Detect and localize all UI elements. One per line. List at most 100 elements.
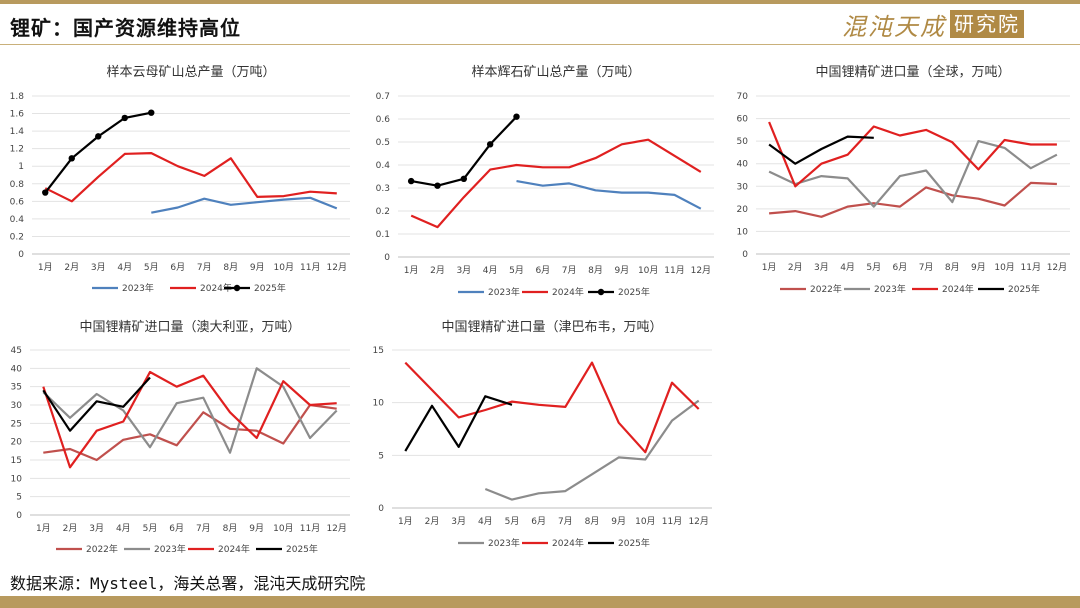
y-tick-label: 0.3 (376, 184, 390, 194)
y-tick-label: 20 (737, 205, 749, 215)
legend-label: 2024年 (552, 537, 584, 549)
data-point (95, 133, 102, 140)
data-point (121, 114, 128, 122)
y-tick-label: 0.2 (10, 232, 24, 242)
x-tick-label: 9月 (611, 516, 626, 527)
y-tick-label: 25 (11, 419, 22, 429)
y-tick-label: 70 (737, 92, 749, 102)
chart-mica-output: 样本云母矿山总产量（万吨） 0 0.2 0.4 0.6 0.8 1 1.2 1.4 1.6 1.8 1… (10, 65, 350, 294)
x-tick-label: 2月 (63, 523, 78, 534)
y-tick-label: 0 (742, 250, 748, 260)
data-point (486, 141, 494, 148)
x-tick-label: 5月 (143, 523, 158, 534)
x-tick-label: 3月 (456, 265, 471, 276)
logo-badge: 研究院 (950, 10, 1024, 38)
x-tick-label: 8月 (585, 516, 600, 527)
x-tick-label: 7月 (558, 516, 573, 527)
legend-label: 2023年 (154, 543, 186, 555)
series-line (484, 399, 700, 501)
legend-label: 2023年 (488, 286, 520, 298)
x-tick-label: 10月 (638, 265, 658, 276)
x-tick-label: 3月 (451, 516, 466, 527)
y-tick-label: 50 (737, 137, 749, 147)
y-tick-label: 0 (378, 504, 384, 514)
chart-title: 中国锂精矿进口量（澳大利亚，万吨） (79, 319, 300, 335)
x-tick-label: 6月 (170, 262, 185, 273)
x-tick-label: 4月 (483, 265, 498, 276)
x-tick-label: 12月 (326, 523, 346, 534)
y-tick-label: 0.4 (10, 215, 25, 225)
legend-label: 2024年 (218, 543, 250, 555)
x-tick-label: 6月 (531, 516, 546, 527)
legend-label: 2023年 (122, 282, 154, 294)
x-tick-label: 8月 (223, 523, 238, 534)
x-tick-label: 8月 (945, 262, 960, 273)
y-tick-label: 45 (11, 346, 22, 356)
series-line (769, 181, 1057, 218)
chart-import-zimbabwe: 中国锂精矿进口量（津巴布韦，万吨） 0 5 10 15 1月 2月 3月 4月 5月 6月 7月 8月 9… (373, 320, 712, 549)
x-tick-label: 1月 (762, 262, 777, 273)
series-line (42, 376, 151, 432)
y-tick-label: 30 (11, 401, 23, 411)
y-tick-label: 0.6 (10, 197, 25, 207)
y-tick-label: 1.8 (10, 92, 25, 102)
x-tick-label: 5月 (866, 262, 881, 273)
y-tick-label: 35 (11, 383, 22, 393)
y-tick-label: 15 (11, 456, 22, 466)
y-tick-label: 1 (18, 162, 24, 172)
series-line (768, 135, 874, 165)
series-line (516, 180, 702, 210)
legend-marker (597, 288, 605, 296)
x-tick-label: 6月 (535, 265, 550, 276)
y-tick-label: 0.1 (376, 230, 390, 240)
x-tick-label: 1月 (36, 523, 51, 534)
x-tick-label: 7月 (919, 262, 934, 273)
legend-label: 2022年 (810, 283, 842, 295)
chart-title: 样本云母矿山总产量（万吨） (106, 65, 275, 80)
page-title: 锂矿：国产资源维持高位 (10, 16, 241, 40)
x-tick-label: 6月 (169, 523, 184, 534)
top-accent-bar (0, 0, 1080, 4)
x-tick-label: 10月 (994, 262, 1014, 273)
x-tick-label: 7月 (562, 265, 577, 276)
y-tick-label: 40 (737, 160, 749, 170)
legend-label: 2024年 (200, 282, 232, 294)
data-point (407, 177, 415, 185)
legend-label: 2025年 (618, 286, 650, 298)
x-tick-label: 9月 (971, 262, 986, 273)
series-line (404, 361, 700, 454)
x-tick-label: 3月 (814, 262, 829, 273)
x-tick-label: 8月 (223, 262, 238, 273)
x-tick-label: 10月 (274, 262, 294, 273)
x-tick-label: 3月 (89, 523, 104, 534)
legend-label: 2023年 (488, 537, 520, 549)
data-source-note: 数据来源：Mysteel，海关总署，混沌天成研究院 (10, 574, 366, 593)
chart-title: 样本辉石矿山总产量（万吨） (471, 65, 640, 80)
x-tick-label: 4月 (116, 523, 131, 534)
x-tick-label: 1月 (398, 516, 413, 527)
x-tick-label: 4月 (840, 262, 855, 273)
header-divider (0, 44, 1080, 45)
x-tick-label: 10月 (273, 523, 293, 534)
series-line (43, 403, 337, 462)
series-line (404, 395, 513, 452)
y-tick-label: 10 (11, 474, 23, 484)
y-tick-label: 5 (378, 451, 384, 461)
y-tick-label: 1.2 (10, 145, 24, 155)
logo-name: 混沌天成 (842, 12, 946, 41)
x-tick-label: 10月 (635, 516, 655, 527)
y-tick-label: 0.4 (376, 161, 391, 171)
x-tick-label: 12月 (688, 516, 708, 527)
x-tick-label: 5月 (144, 262, 159, 273)
legend-label: 2022年 (86, 543, 118, 555)
chart-spodumene-output: 样本辉石矿山总产量（万吨） 0 0.1 0.2 0.3 0.4 0.5 0.6 0.7 1月 2月 3… (376, 65, 714, 298)
data-point (513, 113, 520, 120)
y-tick-label: 1.4 (10, 127, 25, 137)
legend-label: 2024年 (942, 283, 974, 295)
y-tick-label: 0 (384, 253, 390, 263)
x-tick-label: 4月 (478, 516, 493, 527)
legend-marker (233, 284, 241, 292)
y-tick-label: 0.8 (10, 180, 25, 190)
data-point (68, 155, 75, 162)
x-tick-label: 9月 (249, 523, 264, 534)
